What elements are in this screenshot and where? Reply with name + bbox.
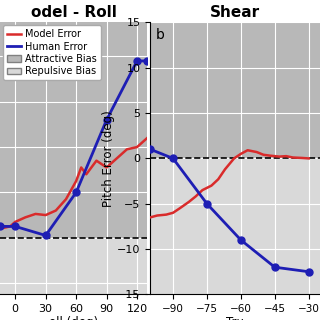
Text: b: b — [156, 28, 164, 42]
Bar — [0, 238, 147, 294]
Title: odel - Roll: odel - Roll — [31, 5, 116, 20]
X-axis label: oll (deg): oll (deg) — [49, 316, 98, 320]
Bar — [150, 158, 320, 294]
X-axis label: Tru: Tru — [226, 316, 244, 320]
Bar — [0, 22, 147, 238]
Bar — [150, 22, 320, 158]
Title: Shear: Shear — [210, 5, 260, 20]
Legend: Model Error, Human Error, Attractive Bias, Repulsive Bias: Model Error, Human Error, Attractive Bia… — [3, 25, 101, 80]
Y-axis label: Pitch Error (deg): Pitch Error (deg) — [101, 110, 115, 207]
